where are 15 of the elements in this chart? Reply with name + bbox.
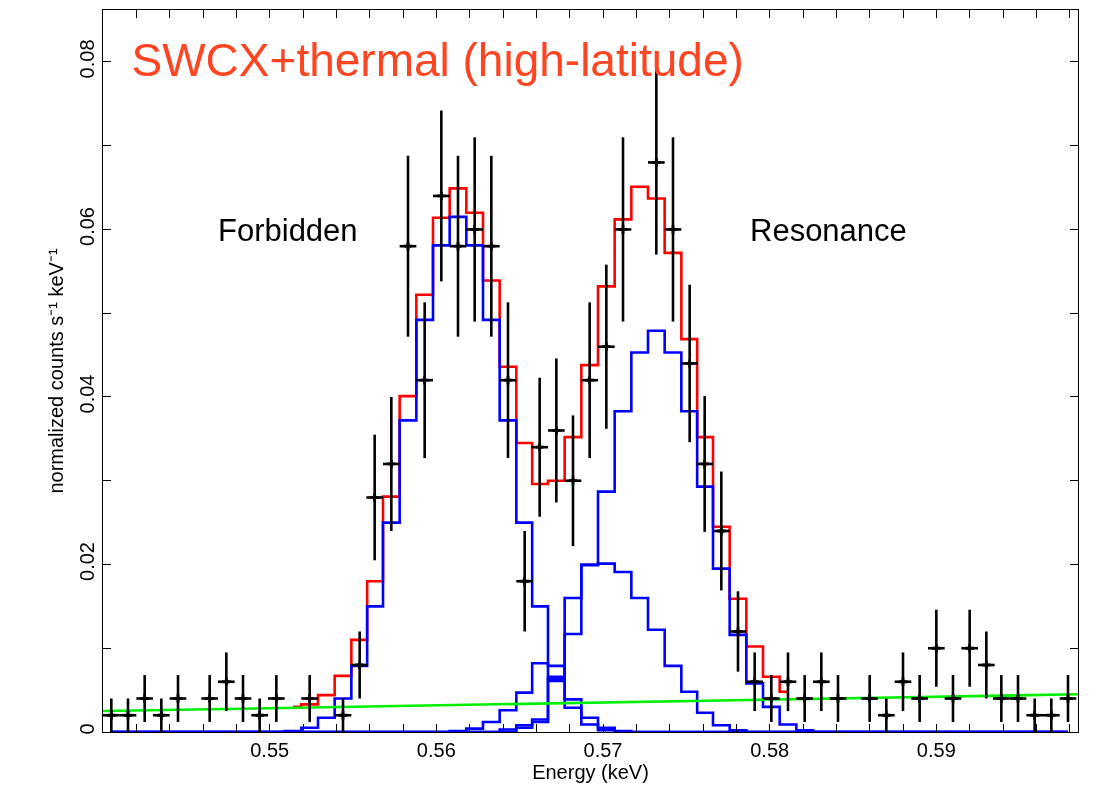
y-tick-label: 0.04 <box>75 374 98 414</box>
y-tick-label: 0 <box>75 723 98 735</box>
x-tick-label: 0.58 <box>750 739 790 762</box>
y-tick-label: 0.06 <box>75 206 98 246</box>
annotation: Forbidden <box>218 213 358 248</box>
x-tick-label: 0.56 <box>416 739 456 762</box>
annotation: Resonance <box>750 213 907 248</box>
x-axis-title: Energy (keV) <box>532 761 649 784</box>
x-tick-label: 0.57 <box>583 739 623 762</box>
y-tick-label: 0.08 <box>75 39 98 79</box>
x-tick-label: 0.59 <box>916 739 956 762</box>
x-tick-label: 0.55 <box>250 739 290 762</box>
text: SWCX+thermal (high-latitude) <box>131 33 744 86</box>
y-axis-title: normalized counts s⁻¹ keV⁻¹ <box>45 248 68 494</box>
y-tick-label: 0.02 <box>75 542 98 581</box>
